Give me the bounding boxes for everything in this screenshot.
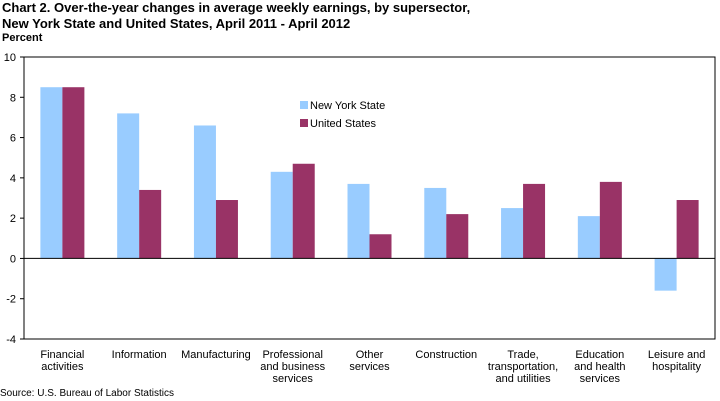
bar-united-states [446, 214, 469, 259]
x-category-label-line: Education [575, 349, 624, 361]
x-category-label-line: Other [356, 349, 384, 361]
bar-united-states [599, 181, 622, 259]
bar-new-york-state [193, 125, 216, 259]
x-category-label-line: Information [112, 349, 167, 361]
x-category-label-line: services [349, 361, 390, 373]
bar-new-york-state [424, 187, 447, 259]
bar-new-york-state [654, 258, 677, 291]
bar-new-york-state [501, 208, 524, 259]
legend-label: New York State [310, 100, 385, 112]
x-category-label: Other services [349, 349, 390, 373]
legend-swatch [300, 101, 308, 109]
x-category-label-line: Trade, [507, 349, 538, 361]
chart-title-line-2: New York State and United States, April … [2, 16, 351, 31]
bar-united-states [215, 200, 238, 259]
x-category-label-line: Leisure and [648, 349, 706, 361]
x-category-label-line: and utilities [496, 373, 552, 385]
bar-new-york-state [347, 183, 370, 259]
x-category-label: Manufacturing [181, 349, 251, 361]
y-tick-label: 2 [10, 213, 16, 225]
bar-united-states [676, 200, 699, 259]
y-tick-label: 4 [10, 173, 16, 185]
x-category-label-line: activities [41, 361, 84, 373]
x-category-label-line: services [580, 373, 621, 385]
x-category-label-line: and business [260, 361, 325, 373]
bar-new-york-state [40, 87, 63, 259]
x-category-label: Construction [415, 349, 477, 361]
bar-new-york-state [270, 171, 293, 259]
bar-united-states [292, 163, 315, 259]
y-axis-label: Percent [2, 32, 43, 44]
bar-united-states [369, 234, 392, 259]
legend-label: United States [310, 118, 377, 130]
y-tick-label: -2 [6, 294, 16, 306]
chart-title: Chart 2. Over-the-year changes in averag… [2, 0, 470, 32]
y-tick-label: -4 [6, 334, 16, 346]
x-category-label: Professional and business services [260, 349, 325, 385]
y-tick-label: 8 [10, 92, 16, 104]
x-category-label-line: Manufacturing [181, 349, 251, 361]
x-category-label-line: Construction [415, 349, 477, 361]
x-category-label-line: transportation, [488, 361, 558, 373]
x-category-label: Information [112, 349, 167, 361]
x-category-label-line: services [273, 373, 314, 385]
bar-new-york-state [577, 216, 600, 259]
x-category-label: Trade, transportation, and utilities [488, 349, 558, 385]
y-tick-label: 6 [10, 133, 16, 145]
x-category-label: Leisure and hospitality [648, 349, 706, 373]
bar-united-states [523, 183, 546, 259]
bar-new-york-state [117, 113, 140, 259]
bar-united-states [139, 189, 162, 259]
x-category-label-line: Professional [262, 349, 323, 361]
y-tick-label: 10 [4, 52, 16, 64]
x-category-label-line: and health [574, 361, 625, 373]
x-category-label: Financial activities [40, 349, 84, 373]
x-category-label-line: Financial [40, 349, 84, 361]
x-category-label: Education and health services [574, 349, 625, 385]
plot-frame [23, 56, 716, 340]
bar-united-states [62, 87, 85, 259]
chart-title-line-1: Chart 2. Over-the-year changes in averag… [2, 0, 471, 15]
x-category-label-line: hospitality [652, 361, 701, 373]
legend-swatch [300, 119, 308, 127]
y-tick-label: 0 [10, 253, 16, 265]
source-note: Source: U.S. Bureau of Labor Statistics [0, 388, 174, 399]
